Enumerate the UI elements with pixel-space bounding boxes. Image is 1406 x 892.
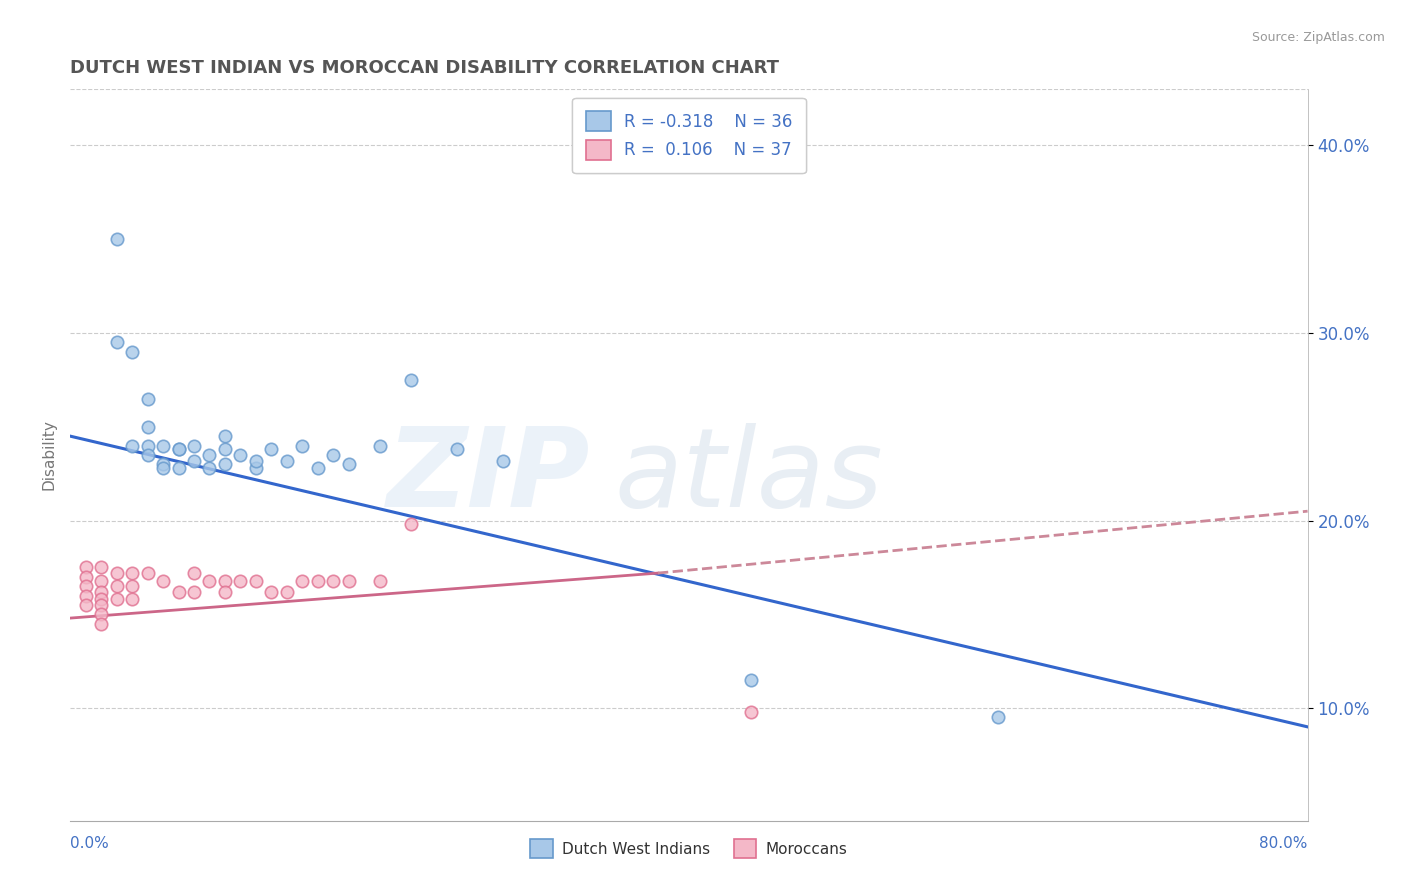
Point	[740, 705, 762, 719]
Point	[368, 438, 391, 452]
Point	[214, 458, 236, 472]
Point	[276, 584, 298, 599]
Point	[136, 448, 159, 462]
Point	[322, 574, 344, 588]
Point	[260, 442, 283, 457]
Point	[740, 673, 762, 687]
Point	[291, 574, 314, 588]
Point	[90, 607, 112, 622]
Y-axis label: Disability: Disability	[41, 419, 56, 491]
Point	[152, 458, 174, 472]
Text: atlas: atlas	[614, 424, 883, 531]
Point	[245, 453, 267, 467]
Point	[75, 589, 97, 603]
Point	[121, 566, 143, 580]
Point	[307, 461, 329, 475]
Point	[229, 574, 252, 588]
Point	[198, 448, 221, 462]
Point	[167, 442, 190, 457]
Point	[446, 442, 468, 457]
Point	[167, 442, 190, 457]
Point	[167, 461, 190, 475]
Point	[198, 461, 221, 475]
Point	[121, 579, 143, 593]
Point	[245, 574, 267, 588]
Point	[90, 616, 112, 631]
Point	[214, 574, 236, 588]
Point	[167, 584, 190, 599]
Point	[368, 574, 391, 588]
Point	[198, 574, 221, 588]
Point	[260, 584, 283, 599]
Point	[121, 592, 143, 607]
Point	[229, 448, 252, 462]
Point	[337, 458, 360, 472]
Point	[90, 560, 112, 574]
Point	[136, 438, 159, 452]
Point	[105, 232, 128, 246]
Point	[90, 584, 112, 599]
Point	[105, 592, 128, 607]
Point	[307, 574, 329, 588]
Point	[214, 584, 236, 599]
Text: ZIP: ZIP	[387, 424, 591, 531]
Point	[152, 461, 174, 475]
Text: 0.0%: 0.0%	[70, 836, 110, 851]
Point	[276, 453, 298, 467]
Point	[136, 566, 159, 580]
Point	[105, 579, 128, 593]
Point	[75, 598, 97, 612]
Point	[136, 419, 159, 434]
Point	[337, 574, 360, 588]
Point	[75, 560, 97, 574]
Text: 80.0%: 80.0%	[1260, 836, 1308, 851]
Point	[90, 598, 112, 612]
Point	[183, 438, 205, 452]
Point	[152, 574, 174, 588]
Point	[105, 335, 128, 350]
Point	[214, 442, 236, 457]
Point	[152, 438, 174, 452]
Point	[121, 344, 143, 359]
Point	[90, 574, 112, 588]
Point	[399, 373, 422, 387]
Point	[183, 566, 205, 580]
Point	[214, 429, 236, 443]
Point	[75, 570, 97, 584]
Point	[492, 453, 515, 467]
Point	[291, 438, 314, 452]
Point	[322, 448, 344, 462]
Point	[245, 461, 267, 475]
Text: Source: ZipAtlas.com: Source: ZipAtlas.com	[1251, 31, 1385, 45]
Point	[183, 453, 205, 467]
Point	[399, 517, 422, 532]
Point	[90, 592, 112, 607]
Text: DUTCH WEST INDIAN VS MOROCCAN DISABILITY CORRELATION CHART: DUTCH WEST INDIAN VS MOROCCAN DISABILITY…	[70, 59, 779, 77]
Point	[121, 438, 143, 452]
Point	[75, 579, 97, 593]
Point	[136, 392, 159, 406]
Point	[183, 584, 205, 599]
Point	[987, 710, 1010, 724]
Legend: R = -0.318    N = 36, R =  0.106    N = 37: R = -0.318 N = 36, R = 0.106 N = 37	[572, 97, 806, 173]
Point	[105, 566, 128, 580]
